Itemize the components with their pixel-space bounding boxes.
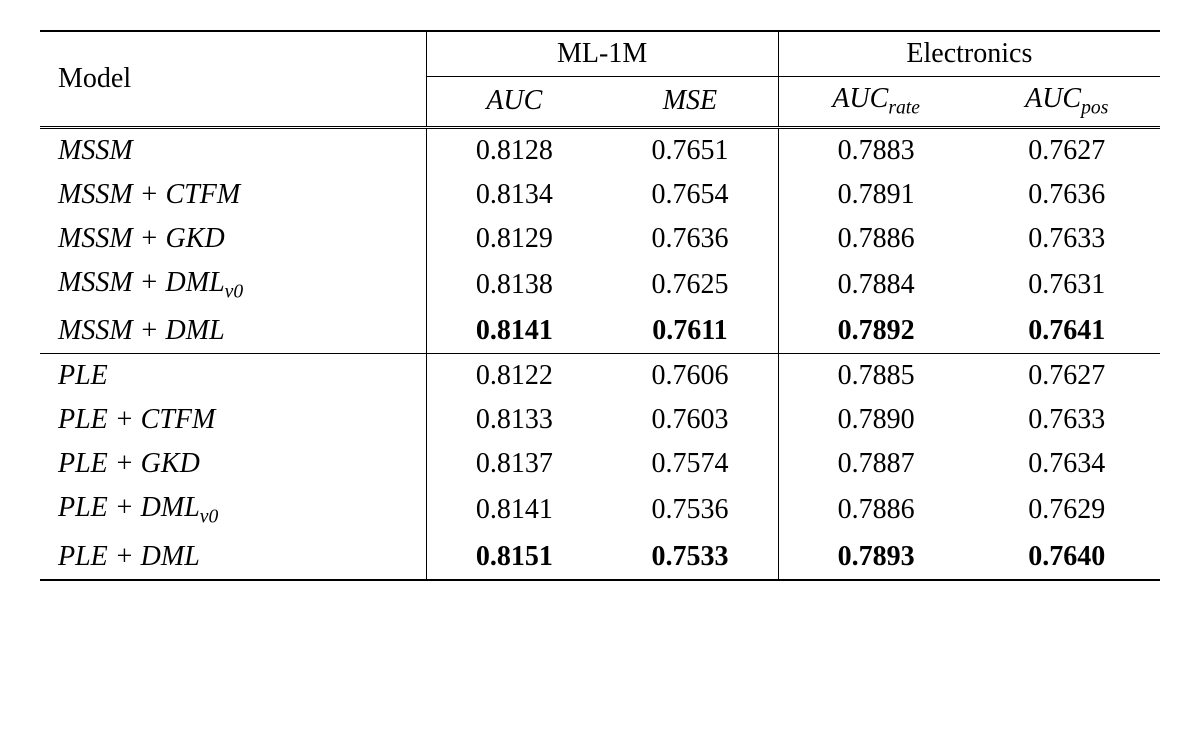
header-col-auc: AUC: [426, 77, 602, 128]
cell-model: MSSM + DMLv0: [40, 261, 426, 310]
model-label: PLE: [58, 360, 108, 391]
cell-auc: 0.8141: [426, 309, 602, 354]
model-label: PLE + DML: [58, 541, 200, 572]
cell-model: PLE: [40, 354, 426, 399]
cell-auc-pos: 0.7627: [973, 354, 1160, 399]
table-row: MSSM + DMLv00.81380.76250.78840.7631: [40, 261, 1160, 310]
cell-mse: 0.7611: [602, 309, 778, 354]
header-auc-pos-sub: pos: [1081, 98, 1108, 119]
cell-auc-rate: 0.7884: [778, 261, 973, 310]
cell-model: MSSM: [40, 127, 426, 173]
cell-mse: 0.7574: [602, 442, 778, 486]
cell-auc-pos: 0.7633: [973, 217, 1160, 261]
table-row: PLE + DMLv00.81410.75360.78860.7629: [40, 486, 1160, 535]
header-col-mse: MSE: [602, 77, 778, 128]
cell-model: PLE + DMLv0: [40, 486, 426, 535]
table-row: MSSM + DML 0.81410.76110.78920.7641: [40, 309, 1160, 354]
model-label: PLE + CTFM: [58, 404, 215, 435]
cell-mse: 0.7636: [602, 217, 778, 261]
model-label: MSSM + GKD: [58, 223, 225, 254]
header-col-auc-rate: AUCrate: [778, 77, 973, 128]
cell-auc: 0.8138: [426, 261, 602, 310]
cell-mse: 0.7654: [602, 173, 778, 217]
cell-auc: 0.8141: [426, 486, 602, 535]
model-label-sub: v0: [225, 281, 244, 302]
cell-auc: 0.8134: [426, 173, 602, 217]
cell-auc-rate: 0.7887: [778, 442, 973, 486]
table-row: PLE + CTFM 0.81330.76030.78900.7633: [40, 398, 1160, 442]
cell-mse: 0.7603: [602, 398, 778, 442]
cell-mse: 0.7651: [602, 127, 778, 173]
cell-model: MSSM + GKD: [40, 217, 426, 261]
cell-model: PLE + DML: [40, 535, 426, 580]
header-auc-pos-main: AUC: [1025, 83, 1081, 114]
model-label: MSSM + DML: [58, 315, 225, 346]
table-row: MSSM + CTFM 0.81340.76540.78910.7636: [40, 173, 1160, 217]
cell-auc: 0.8133: [426, 398, 602, 442]
cell-mse: 0.7625: [602, 261, 778, 310]
table-row: PLE + DML 0.81510.75330.78930.7640: [40, 535, 1160, 580]
table-row: MSSM + GKD 0.81290.76360.78860.7633: [40, 217, 1160, 261]
header-auc-rate-main: AUC: [832, 83, 888, 114]
table-row: MSSM 0.81280.76510.78830.7627: [40, 127, 1160, 173]
cell-auc-rate: 0.7886: [778, 217, 973, 261]
cell-auc: 0.8151: [426, 535, 602, 580]
header-col-auc-pos: AUCpos: [973, 77, 1160, 128]
model-label: PLE + DML: [58, 492, 200, 523]
cell-mse: 0.7536: [602, 486, 778, 535]
cell-auc-rate: 0.7892: [778, 309, 973, 354]
cell-mse: 0.7533: [602, 535, 778, 580]
cell-auc-pos: 0.7634: [973, 442, 1160, 486]
model-label: MSSM + DML: [58, 267, 225, 298]
cell-auc-rate: 0.7886: [778, 486, 973, 535]
cell-auc-pos: 0.7633: [973, 398, 1160, 442]
cell-auc-pos: 0.7636: [973, 173, 1160, 217]
cell-auc-pos: 0.7641: [973, 309, 1160, 354]
results-table: Model ML-1M Electronics AUC MSE AUCrate …: [40, 30, 1160, 581]
cell-auc: 0.8129: [426, 217, 602, 261]
cell-auc-rate: 0.7893: [778, 535, 973, 580]
table-row: PLE 0.81220.76060.78850.7627: [40, 354, 1160, 399]
cell-auc-rate: 0.7890: [778, 398, 973, 442]
model-label: PLE + GKD: [58, 448, 200, 479]
model-label: MSSM + CTFM: [58, 179, 240, 210]
table-body: MSSM0.81280.76510.78830.7627MSSM + CTFM0…: [40, 127, 1160, 580]
table-row: PLE + GKD 0.81370.75740.78870.7634: [40, 442, 1160, 486]
cell-auc: 0.8137: [426, 442, 602, 486]
cell-model: PLE + GKD: [40, 442, 426, 486]
cell-model: MSSM + DML: [40, 309, 426, 354]
cell-auc-pos: 0.7627: [973, 127, 1160, 173]
cell-auc-pos: 0.7640: [973, 535, 1160, 580]
cell-model: PLE + CTFM: [40, 398, 426, 442]
cell-model: MSSM + CTFM: [40, 173, 426, 217]
cell-auc: 0.8128: [426, 127, 602, 173]
cell-auc-pos: 0.7631: [973, 261, 1160, 310]
cell-auc-rate: 0.7891: [778, 173, 973, 217]
cell-auc: 0.8122: [426, 354, 602, 399]
table-header: Model ML-1M Electronics AUC MSE AUCrate …: [40, 31, 1160, 127]
cell-auc-pos: 0.7629: [973, 486, 1160, 535]
header-model: Model: [40, 31, 426, 127]
header-auc-rate-sub: rate: [888, 98, 920, 119]
cell-mse: 0.7606: [602, 354, 778, 399]
cell-auc-rate: 0.7883: [778, 127, 973, 173]
model-label-sub: v0: [200, 507, 219, 528]
header-group-electronics: Electronics: [778, 31, 1160, 77]
header-group-ml1m: ML-1M: [426, 31, 778, 77]
model-label: MSSM: [58, 135, 133, 166]
cell-auc-rate: 0.7885: [778, 354, 973, 399]
